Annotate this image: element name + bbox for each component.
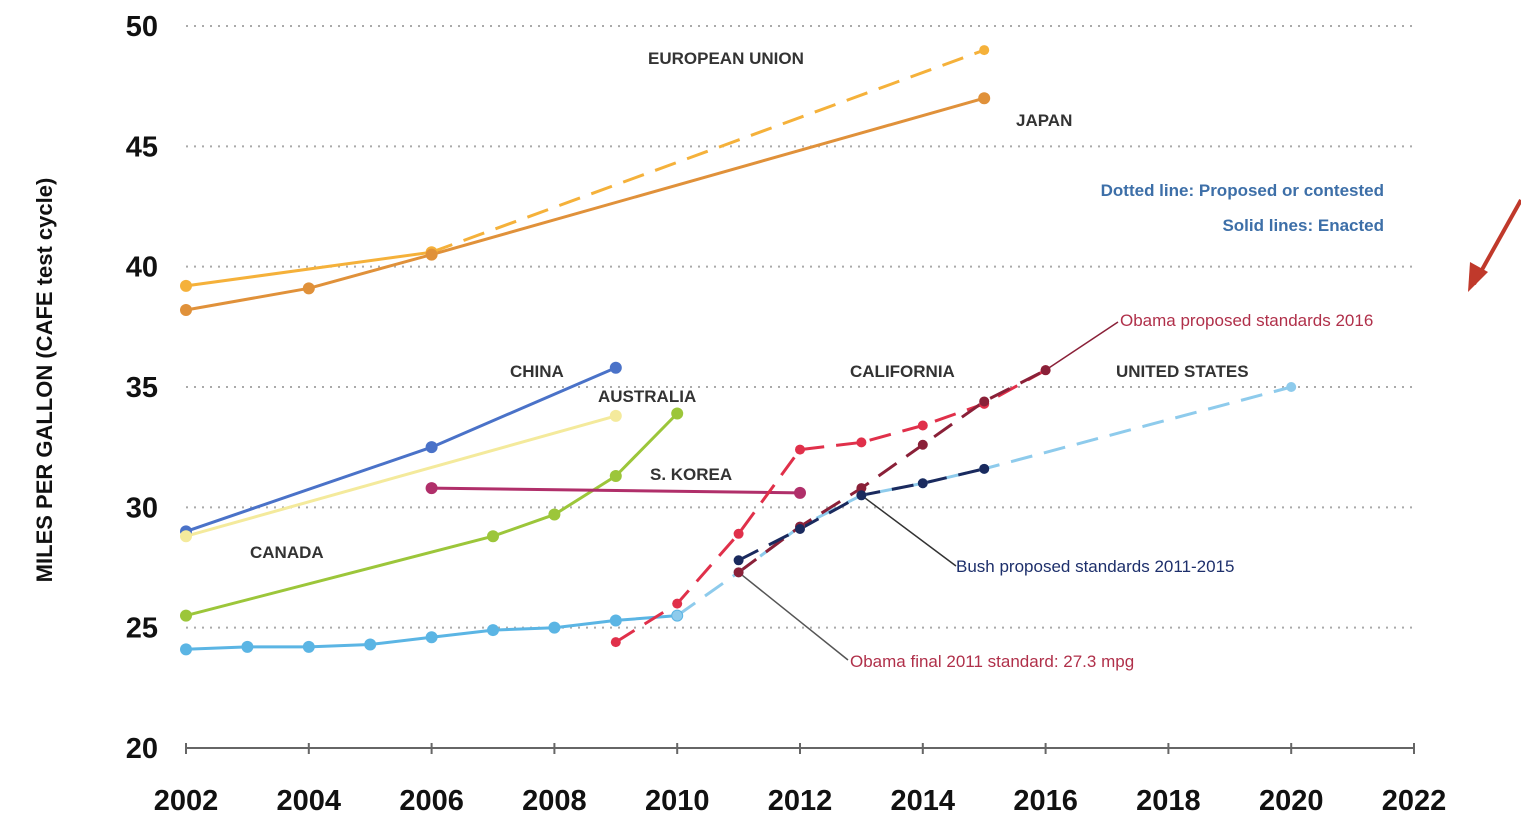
point-obama-proposed-standards-2016-2015-10 — [979, 396, 990, 407]
point-european-union-2015-1 — [979, 45, 990, 56]
point-japan-2006-2 — [425, 248, 438, 261]
series-line-s-korea-6 — [431, 486, 801, 495]
point-japan-2004-2 — [302, 282, 315, 295]
point-obama-proposed-standards-2016-2011-10 — [733, 567, 744, 578]
y-tick-label-50: 50 — [126, 11, 158, 43]
y-tick-label-25: 25 — [126, 613, 158, 645]
x-axis-ticks: 2002 2004 2006 2008 2010 2012 2014 2016 2018 2020… — [154, 785, 1447, 817]
annotation-obama-proposed: Obama proposed standards 2016 — [1120, 311, 1373, 330]
y-tick-label-30: 30 — [126, 492, 158, 524]
x-tick-label-2022: 2022 — [1382, 785, 1447, 817]
point-australia-2010-5 — [671, 407, 684, 420]
x-tick-label-2016: 2016 — [1013, 785, 1078, 817]
series-line-european-union-0 — [185, 250, 432, 288]
x-tick-label-2020: 2020 — [1259, 785, 1324, 817]
point-united-states-2006-7 — [425, 631, 438, 644]
point-canada-2009-4 — [609, 409, 622, 422]
series-line-united-states-8 — [676, 385, 1292, 617]
annotation-leaders — [738, 321, 1119, 661]
label-china: CHINA — [510, 362, 564, 381]
point-united-states-2020-8 — [1286, 382, 1297, 392]
series-line-canada-4 — [185, 414, 617, 538]
point-united-states-2010-8 — [672, 610, 683, 621]
x-tick-label-2012: 2012 — [768, 785, 833, 817]
y-tick-label-35: 35 — [126, 372, 158, 404]
y-axis-label: MILES PER GALLON (CAFE test cycle) — [32, 178, 57, 583]
point-california-2012-9 — [795, 444, 805, 455]
arrow-icon — [1468, 199, 1521, 292]
label-european-union: EUROPEAN UNION — [648, 49, 804, 68]
point-california-2009-9 — [610, 637, 621, 648]
label-s-korea: S. KOREA — [650, 465, 732, 484]
y-axis-ticks: 20 25 30 35 40 45 50 — [126, 11, 158, 765]
point-bush-proposed-standards-2011-2015-2014-11 — [917, 478, 928, 489]
x-tick-label-2004: 2004 — [277, 785, 342, 817]
point-united-states-2007-7 — [487, 624, 499, 637]
point-united-states-2009-7 — [609, 614, 622, 627]
series-line-obama-proposed-standards-2016-10 — [737, 368, 1047, 574]
point-canada-2002-4 — [180, 530, 192, 543]
point-s-korea-2012-6 — [794, 486, 806, 499]
point-united-states-2002-7 — [180, 643, 192, 656]
point-obama-proposed-standards-2016-2013-10 — [856, 483, 867, 494]
label-united-states: UNITED STATES — [1116, 362, 1249, 381]
point-australia-2002-5 — [180, 609, 192, 622]
leader-bush-proposed — [860, 494, 957, 567]
series-line-european-union-1 — [431, 48, 985, 254]
y-tick-label-45: 45 — [126, 131, 158, 163]
point-australia-2009-5 — [609, 470, 622, 483]
leader-obama-proposed — [1045, 321, 1119, 371]
point-s-korea-2006-6 — [425, 482, 438, 495]
point-california-2011-9 — [733, 528, 744, 539]
leader-obama-final — [738, 571, 849, 661]
x-tick-label-2010: 2010 — [645, 785, 710, 817]
point-japan-2015-2 — [978, 92, 991, 105]
point-bush-proposed-standards-2011-2015-2015-11 — [979, 463, 990, 474]
x-tick-label-2006: 2006 — [399, 785, 464, 817]
y-tick-label-20: 20 — [126, 733, 158, 765]
point-obama-proposed-standards-2016-2014-10 — [917, 439, 928, 450]
annotation-obama-final: Obama final 2011 standard: 27.3 mpg — [850, 652, 1134, 671]
label-australia: AUSTRALIA — [598, 387, 696, 406]
annotation-bush-proposed: Bush proposed standards 2011-2015 — [956, 557, 1235, 576]
point-china-2009-3 — [609, 361, 622, 374]
point-united-states-2004-7 — [302, 640, 315, 653]
point-united-states-2008-7 — [548, 621, 561, 634]
label-canada: CANADA — [250, 543, 324, 562]
y-tick-label-40: 40 — [126, 252, 158, 284]
point-australia-2008-5 — [548, 508, 561, 521]
x-tick-label-2018: 2018 — [1136, 785, 1201, 817]
x-tick-label-2002: 2002 — [154, 785, 219, 817]
x-axis — [185, 743, 1415, 754]
x-tick-label-2008: 2008 — [522, 785, 587, 817]
point-australia-2007-5 — [487, 530, 499, 543]
series-markers — [180, 45, 1297, 656]
note-solid-lines: Solid lines: Enacted — [1222, 216, 1384, 235]
point-european-union-2002-0 — [180, 279, 192, 292]
point-california-2010-9 — [672, 598, 683, 609]
x-tick-label-2014: 2014 — [891, 785, 956, 817]
point-bush-proposed-standards-2011-2015-2011-11 — [733, 555, 744, 566]
point-obama-proposed-standards-2016-2016-10 — [1040, 365, 1051, 376]
point-bush-proposed-standards-2011-2015-2013-11 — [856, 490, 867, 501]
label-japan: JAPAN — [1016, 111, 1072, 130]
point-japan-2002-2 — [180, 303, 192, 316]
point-china-2006-3 — [425, 441, 438, 454]
point-united-states-2003-7 — [241, 640, 254, 653]
point-united-states-2005-7 — [364, 638, 377, 651]
label-california: CALIFORNIA — [850, 362, 955, 381]
note-dotted-line: Dotted line: Proposed or contested — [1101, 181, 1384, 200]
point-california-2014-9 — [917, 420, 928, 431]
grid-lines — [186, 25, 1418, 629]
series-line-japan-2 — [185, 96, 985, 312]
point-california-2013-9 — [856, 437, 867, 448]
point-bush-proposed-standards-2011-2015-2012-11 — [795, 523, 805, 534]
